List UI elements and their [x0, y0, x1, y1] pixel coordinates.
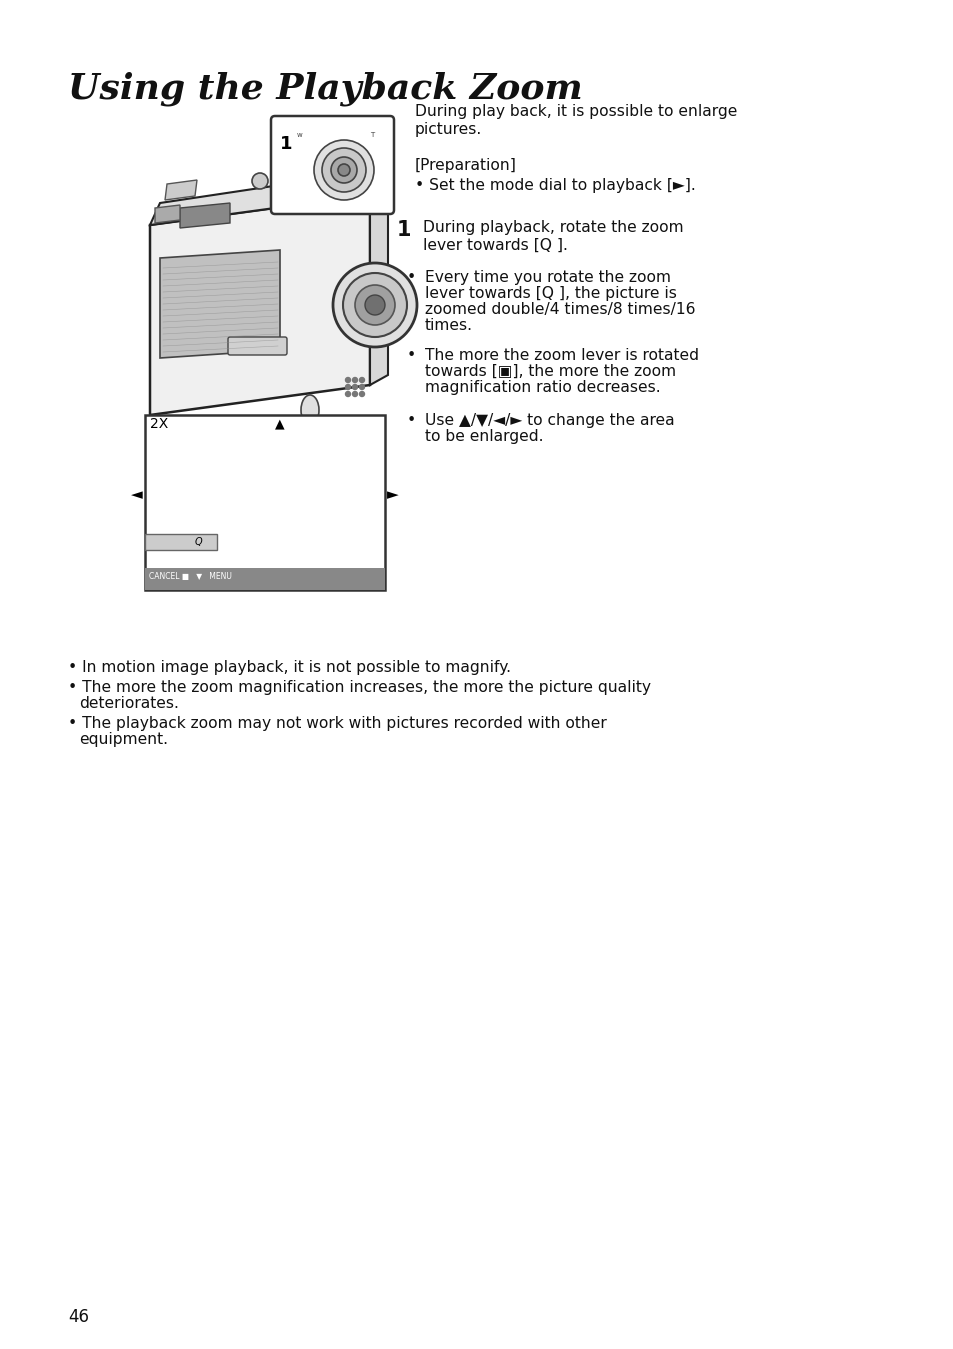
Text: Every time you rotate the zoom: Every time you rotate the zoom — [424, 270, 670, 285]
Text: The more the zoom lever is rotated: The more the zoom lever is rotated — [424, 348, 699, 363]
Polygon shape — [160, 250, 280, 357]
Bar — [145, 568, 385, 590]
Text: times.: times. — [424, 318, 473, 333]
Polygon shape — [370, 185, 388, 384]
Text: 46: 46 — [68, 1309, 89, 1326]
Text: deteriorates.: deteriorates. — [79, 696, 179, 711]
Circle shape — [365, 295, 385, 316]
Ellipse shape — [286, 179, 324, 194]
Text: 2X: 2X — [150, 417, 168, 430]
Text: 1: 1 — [396, 220, 411, 240]
Text: •: • — [407, 348, 416, 363]
Bar — [145, 534, 216, 550]
Text: towards [▣], the more the zoom: towards [▣], the more the zoom — [424, 364, 676, 379]
Text: •: • — [407, 270, 416, 285]
Circle shape — [345, 384, 350, 390]
Circle shape — [359, 391, 364, 397]
Text: •: • — [407, 413, 416, 428]
Text: • The more the zoom magnification increases, the more the picture quality: • The more the zoom magnification increa… — [68, 680, 650, 695]
Ellipse shape — [274, 175, 335, 198]
Circle shape — [355, 285, 395, 325]
FancyBboxPatch shape — [228, 337, 287, 355]
Circle shape — [314, 140, 374, 200]
Circle shape — [359, 384, 364, 390]
Text: Q: Q — [194, 537, 202, 546]
Text: Using the Playback Zoom: Using the Playback Zoom — [68, 71, 582, 107]
Circle shape — [252, 173, 268, 189]
Circle shape — [352, 391, 357, 397]
Text: equipment.: equipment. — [79, 733, 168, 747]
Text: During playback, rotate the zoom: During playback, rotate the zoom — [422, 220, 683, 235]
Text: lever towards [Q ].: lever towards [Q ]. — [422, 237, 567, 254]
Circle shape — [333, 263, 416, 347]
Text: 1: 1 — [280, 135, 293, 152]
Circle shape — [286, 468, 350, 532]
Text: [Preparation]: [Preparation] — [415, 158, 517, 173]
Circle shape — [359, 378, 364, 383]
Circle shape — [352, 378, 357, 383]
Text: • In motion image playback, it is not possible to magnify.: • In motion image playback, it is not po… — [68, 660, 511, 674]
Polygon shape — [150, 173, 370, 225]
Text: to be enlarged.: to be enlarged. — [424, 429, 543, 444]
Text: • Set the mode dial to playback [►].: • Set the mode dial to playback [►]. — [415, 178, 695, 193]
Text: During play back, it is possible to enlarge: During play back, it is possible to enla… — [415, 104, 737, 119]
FancyBboxPatch shape — [271, 116, 394, 214]
Polygon shape — [150, 196, 370, 415]
Text: CANCEL ■   ▼   MENU: CANCEL ■ ▼ MENU — [149, 572, 232, 581]
Text: • The playback zoom may not work with pictures recorded with other: • The playback zoom may not work with pi… — [68, 716, 606, 731]
Circle shape — [337, 165, 350, 175]
Polygon shape — [180, 202, 230, 228]
Text: ◄: ◄ — [131, 487, 143, 502]
Ellipse shape — [301, 395, 318, 425]
Text: magnification ratio decreases.: magnification ratio decreases. — [424, 380, 659, 395]
Ellipse shape — [301, 428, 318, 452]
Text: ►: ► — [387, 487, 398, 502]
Bar — [145, 415, 385, 590]
Text: T: T — [370, 132, 374, 138]
Circle shape — [343, 272, 407, 337]
Text: ▲: ▲ — [274, 417, 284, 430]
Text: zoomed double/4 times/8 times/16: zoomed double/4 times/8 times/16 — [424, 302, 695, 317]
Polygon shape — [154, 205, 180, 223]
Text: w: w — [296, 132, 302, 138]
Polygon shape — [165, 179, 196, 200]
Circle shape — [299, 482, 335, 518]
Circle shape — [345, 391, 350, 397]
Circle shape — [345, 378, 350, 383]
Circle shape — [352, 384, 357, 390]
Circle shape — [322, 148, 366, 192]
Text: lever towards [Q ], the picture is: lever towards [Q ], the picture is — [424, 286, 677, 301]
Text: pictures.: pictures. — [415, 121, 482, 138]
Circle shape — [331, 156, 356, 183]
Text: Use ▲/▼/◄/► to change the area: Use ▲/▼/◄/► to change the area — [424, 413, 674, 428]
